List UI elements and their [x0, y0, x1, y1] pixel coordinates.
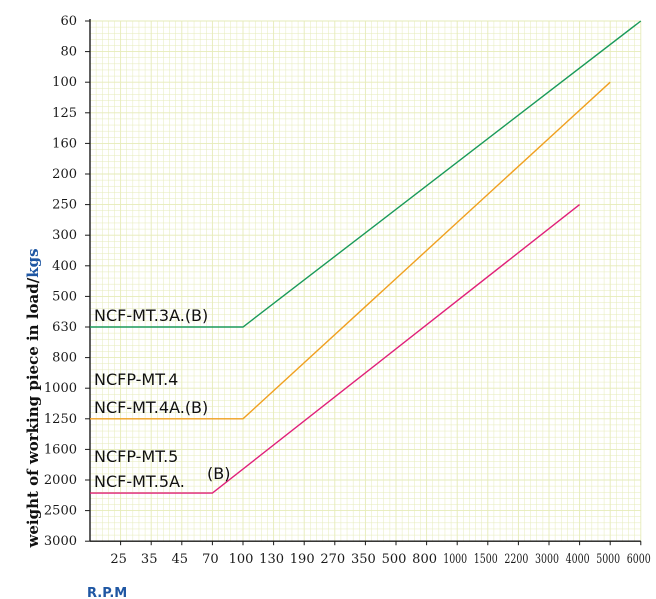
y-tick-label: 80 [60, 45, 77, 60]
series-label-3: NCF-MT.4A.(B) [94, 398, 208, 417]
series-label-4: NCFP-MT.5 [94, 447, 178, 466]
series-label-5: NCF-MT.5A. [94, 472, 185, 491]
x-tick-label: 800 [412, 552, 437, 567]
y-tick-label: 630 [52, 320, 77, 335]
x-tick-label: 35 [141, 552, 158, 567]
y-tick-label: 400 [52, 259, 77, 274]
x-tick-label: 350 [351, 552, 376, 567]
x-tick-labels: 25 35 45 70 100 130 190 270 350 500 800 1000 1500 220… [110, 541, 651, 567]
x-tick-label: 25 [110, 552, 127, 567]
x-tick-label: 270 [320, 552, 345, 567]
x-tick-label: 1000 [443, 552, 467, 567]
x-tick-label: 5000 [596, 552, 620, 567]
y-tick-label: 800 [52, 351, 77, 366]
y-tick-label: 1250 [44, 412, 77, 427]
y-tick-label: 60 [60, 14, 77, 29]
y-axis-label-main: weight of working piece in load/ [24, 277, 42, 548]
x-tick-label: 3000 [535, 552, 559, 567]
series-label-1: NCF-MT.3A.(B) [94, 306, 208, 325]
series-label-2: NCFP-MT.4 [94, 370, 178, 389]
y-axis-label: weight of working piece in load/kgs [24, 248, 42, 548]
y-tick-label: 500 [52, 289, 77, 304]
y-tick-label: 3000 [44, 534, 77, 549]
y-tick-label: 250 [52, 198, 77, 213]
series-line-3 [90, 204, 581, 494]
x-tick-label: 130 [259, 552, 284, 567]
y-tick-label: 2500 [44, 504, 77, 519]
y-tick-label: 300 [52, 228, 77, 243]
y-tick-label: 200 [52, 167, 77, 182]
y-tick-label: 2000 [44, 473, 77, 488]
y-tick-label: 160 [52, 136, 77, 151]
y-axis-label-unit: kgs [24, 248, 42, 277]
y-tick-label: 100 [52, 75, 77, 90]
series-lines [90, 20, 642, 494]
x-tick-label: 1500 [474, 552, 498, 567]
x-axis-label: R.P.M [87, 586, 127, 599]
grid-lines [89, 20, 642, 542]
x-tick-label: 2200 [504, 552, 528, 567]
x-tick-label: 100 [229, 552, 254, 567]
y-tick-label: 1000 [44, 381, 77, 396]
series-label-6: (B) [207, 464, 230, 483]
x-tick-label: 190 [290, 552, 315, 567]
x-tick-label: 6000 [627, 552, 651, 567]
series-labels: NCF-MT.3A.(B) NCFP-MT.4 NCF-MT.4A.(B) NCFP-… [94, 306, 230, 491]
y-tick-label: 1600 [44, 442, 77, 457]
y-tick-labels: 60 80 100 125 160 200 250 300 400 500 630 800 1000 12… [44, 14, 90, 549]
x-tick-label: 4000 [566, 552, 590, 567]
x-tick-label: 45 [172, 552, 189, 567]
x-tick-label: 70 [202, 552, 219, 567]
series-line-2 [90, 81, 611, 420]
x-tick-label: 500 [382, 552, 407, 567]
y-tick-label: 125 [52, 106, 77, 121]
series-line-1 [90, 20, 642, 328]
